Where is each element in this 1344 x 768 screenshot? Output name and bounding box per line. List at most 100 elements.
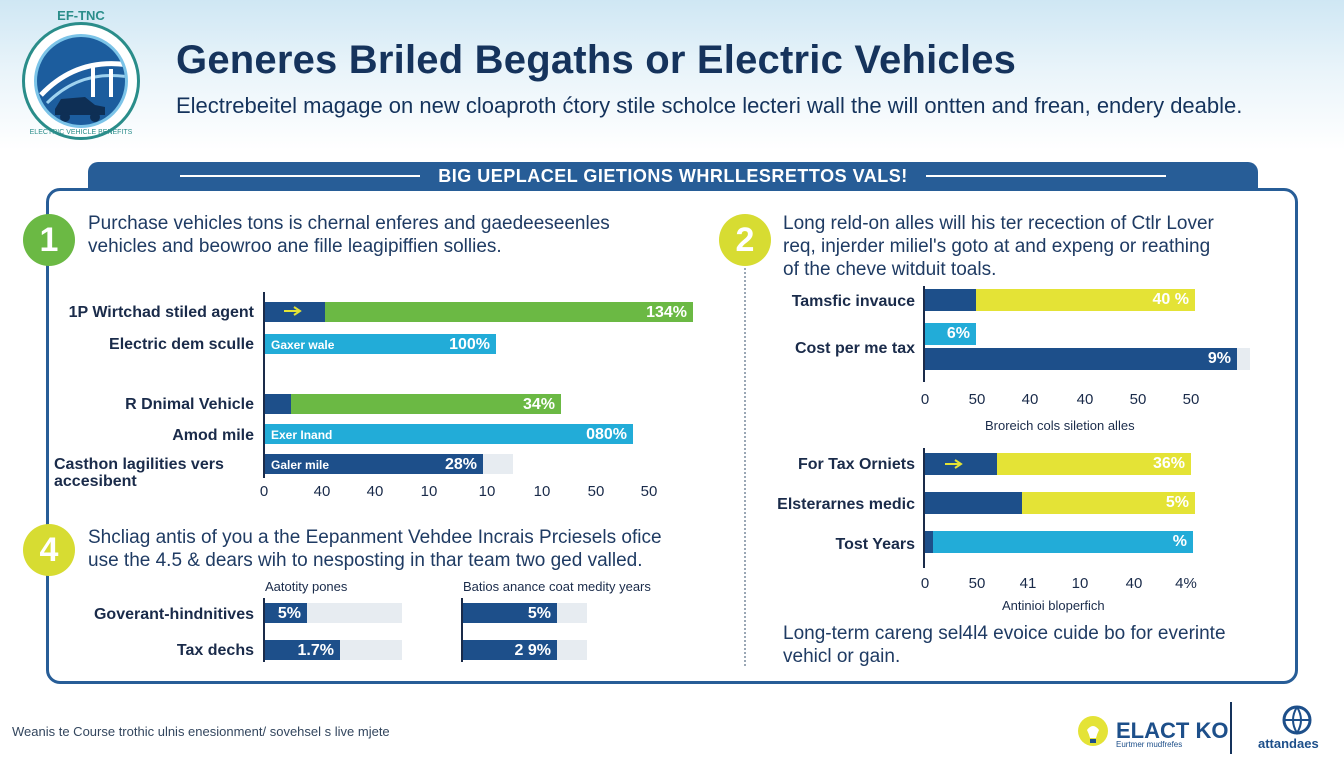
chart1-tick-2: 40 xyxy=(366,483,384,500)
section-4-line-2: use the 4.5 & dears wih to nesposting in… xyxy=(88,550,643,571)
section-1-line-2: vehicles and beowroo ane fille leagipiff… xyxy=(88,236,502,257)
bar-value-label: 40 % xyxy=(1152,291,1189,308)
banner-line-right xyxy=(926,175,1166,177)
chart2-tick-3: 40 xyxy=(1076,391,1094,408)
chart1-category-0: 1P Wirtchad stiled agent xyxy=(68,304,254,321)
chart5-bar-0: 5% xyxy=(463,603,587,623)
chart4-category-0: Goverant-hindnitives xyxy=(93,606,254,623)
bar-segment: Galer mile 28% xyxy=(265,454,483,474)
chart5-y-axis xyxy=(461,598,463,662)
bar-segment: 2 9% xyxy=(463,640,557,660)
chart4-category-1: Tax dechs xyxy=(176,642,254,659)
bar-inner-label: Exer Inand xyxy=(271,428,333,442)
chart4-y-axis xyxy=(263,598,265,662)
chart1-category-1: Electric dem sculle xyxy=(109,336,254,353)
banner-text: BIG UEPLACEL GIETIONS WHRLLESRETTOS VALS… xyxy=(438,166,908,186)
section-banner: BIG UEPLACEL GIETIONS WHRLLESRETTOS VALS… xyxy=(88,162,1258,190)
bar-segment xyxy=(557,603,587,623)
bar-value-label: 1.7% xyxy=(297,642,334,659)
bar-segment xyxy=(925,289,976,311)
logo-text: EF-TNC xyxy=(57,8,105,23)
chart3-tick-5: 4% xyxy=(1175,575,1197,592)
bar-segment: Exer Inand 080% xyxy=(265,424,633,444)
chart3-bar-2: % xyxy=(925,531,1193,553)
page-title: Generes Briled Begaths or Electric Vehic… xyxy=(176,38,1017,82)
bar-segment xyxy=(1237,348,1250,370)
bar-segment: 134% xyxy=(325,302,693,322)
bar-value-label: 5% xyxy=(277,605,301,622)
chart2-tick-0: 0 xyxy=(920,391,930,408)
chart1-category-4: Casthon lagilities vers accesibent xyxy=(54,456,224,490)
section-3-note: Long-term careng sel4l4 evoice cuide bo … xyxy=(783,622,1226,668)
bar-segment: Gaxer wale 100% xyxy=(265,334,496,354)
content-panel xyxy=(46,188,1298,684)
chart2-category-0: Tamsfic invauce xyxy=(791,293,915,310)
chart3-tick-0: 0 xyxy=(920,575,930,592)
footer-separator xyxy=(1230,702,1232,754)
bar-segment xyxy=(340,640,402,660)
step-badge-4: 4 xyxy=(23,524,75,576)
chart1-y-axis xyxy=(263,292,265,478)
chart2-tick-1: 50 xyxy=(968,391,986,408)
bar-segment: 9% xyxy=(925,348,1237,370)
brand-name: ELACT KO xyxy=(1116,718,1229,743)
page-subtitle: Electrebeitel magage on new cloaproth ćt… xyxy=(176,93,1243,118)
section-1-text: Purchase vehicles tons is chernal enfere… xyxy=(88,212,610,258)
bar-value-label: 6% xyxy=(946,325,970,342)
lightbulb-icon xyxy=(1078,716,1108,746)
chart3-tick-1: 50 xyxy=(968,575,986,592)
section-4-text: Shcliag antis of you a the Eepanment Veh… xyxy=(88,526,662,572)
chart1-tick-6: 50 xyxy=(587,483,605,500)
chart3-category-0: For Tax Orniets xyxy=(797,456,915,473)
chart4-bar-0: 5% xyxy=(265,603,402,623)
chart3-bar-1: 5% xyxy=(925,492,1195,514)
chart1-tick-3: 10 xyxy=(420,483,438,500)
bar-segment xyxy=(925,531,933,553)
chart3-tick-4: 40 xyxy=(1125,575,1143,592)
bar-segment: 5% xyxy=(463,603,557,623)
chart2-caption: Broreich cols siletion alles xyxy=(985,418,1135,433)
bar-segment xyxy=(265,394,291,414)
bar-segment: 6% xyxy=(925,323,976,345)
chart1-tick-4: 10 xyxy=(478,483,496,500)
section-2-line-1: Long reld-on alles will his ter recectio… xyxy=(783,213,1214,234)
chart2-category-1: Cost per me tax xyxy=(794,340,915,357)
chart1-bar-4: Galer mile 28% xyxy=(265,454,693,474)
step-badge-1: 1 xyxy=(23,214,75,266)
bar-value-label: 2 9% xyxy=(514,642,551,659)
section-4-line-1: Shcliag antis of you a the Eepanment Veh… xyxy=(88,527,662,548)
chart2-tick-4: 50 xyxy=(1129,391,1147,408)
bar-segment: 5% xyxy=(265,603,307,623)
chart1-bar-3: Exer Inand 080% xyxy=(265,424,693,444)
chart2-bar-1: 6% xyxy=(925,323,1195,345)
chart4-title: Aatotity pones xyxy=(265,579,348,594)
bar-segment: 36% xyxy=(997,453,1191,475)
banner-line-left xyxy=(180,175,420,177)
section-3-note-line-2: vehicl or gain. xyxy=(783,646,901,667)
chart3-y-axis xyxy=(923,448,925,568)
bar-value-label: 5% xyxy=(1165,494,1189,511)
chart2-tick-2: 40 xyxy=(1021,391,1039,408)
brand2-name: attandaes xyxy=(1258,736,1319,751)
section-2-line-3: of the cheve witduit toals. xyxy=(783,259,997,280)
bar-value-label: 28% xyxy=(444,456,477,473)
chart1-tick-5: 10 xyxy=(533,483,551,500)
chart2-bar-0: 40 % xyxy=(925,289,1195,311)
bar-segment: 40 % xyxy=(976,289,1195,311)
bar-value-label: 5% xyxy=(527,605,551,622)
chart3-caption: Antinioi bloperfich xyxy=(1002,598,1105,613)
car-logo-icon xyxy=(34,34,128,128)
bar-segment: 34% xyxy=(291,394,561,414)
section-2-text: Long reld-on alles will his ter recectio… xyxy=(783,212,1214,281)
logo-caption: ELECTRIC VEHICLE BENEFITS xyxy=(29,129,133,136)
globe-icon xyxy=(1282,705,1312,735)
chart1-category-3: Amod mile xyxy=(172,427,254,444)
brand-logo: ELACT KO Eurtmer mudfrefes xyxy=(1074,712,1234,752)
bar-segment xyxy=(557,640,587,660)
chart2-bar-2: 9% xyxy=(925,348,1250,370)
bar-inner-label: Galer mile xyxy=(271,458,330,472)
chart5-title: Batios anance coat medity years xyxy=(463,579,651,594)
chart1-bar-1: Gaxer wale 100% xyxy=(265,334,693,354)
bar-value-label: 36% xyxy=(1152,455,1185,472)
bar-segment xyxy=(307,603,402,623)
